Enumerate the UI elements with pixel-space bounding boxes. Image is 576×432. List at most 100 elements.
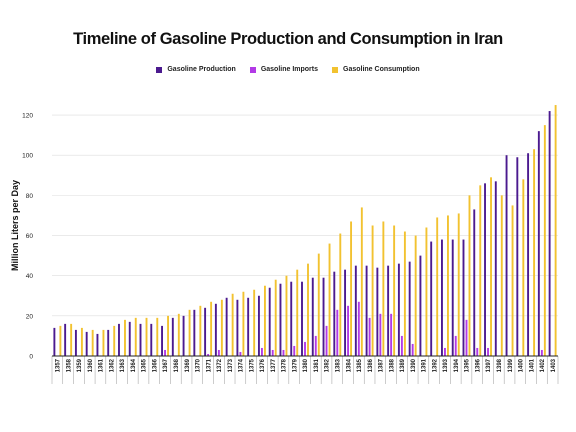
x-tick-label: 1391 [422,358,428,372]
bar-consumption [231,293,234,356]
legend: Gasoline Production Gasoline Imports Gas… [0,66,576,73]
axis-layer: 0 20 40 60 80 100 120 1357 1358 1359 1360 1361 1362 1… [22,113,559,384]
bar-imports [411,343,414,356]
bar-production [505,155,508,356]
bars-layer [53,105,557,357]
bar-production [333,271,336,356]
bar-production [74,329,77,356]
bar-imports [476,347,479,356]
bar-production [182,315,185,356]
bar-consumption [177,313,180,356]
bar-consumption [393,225,396,356]
x-tick-label: 1395 [465,358,471,372]
x-tick-label: 1389 [400,358,406,372]
bar-consumption [490,177,492,356]
bar-production [451,239,454,356]
bar-production [247,297,250,356]
bar-imports [239,351,242,356]
bar-production [139,323,142,356]
bar-consumption [425,227,428,356]
bar-production [484,183,486,356]
bar-consumption [80,327,83,356]
bar-production [193,309,196,356]
x-tick-label: 1396 [475,358,481,372]
x-tick-label: 1368 [174,358,180,372]
x-tick-label: 1385 [357,358,363,372]
x-tick-label: 1357 [56,358,62,372]
legend-item-consumption: Gasoline Consumption [332,66,420,73]
x-tick-label: 1373 [228,358,234,372]
x-tick-label: 1390 [411,358,417,372]
bar-imports [390,313,393,356]
x-tick-label: 1381 [314,358,320,372]
y-tick-label: 120 [22,113,33,120]
x-tick-label: 1386 [368,358,374,372]
y-tick-label: 80 [26,193,34,200]
x-tick-label: 1397 [486,358,492,372]
bar-consumption [436,217,439,356]
legend-item-production: Gasoline Production [156,66,236,73]
bar-consumption [543,125,546,356]
x-tick-label: 1376 [260,358,266,372]
x-tick-label: 1369 [185,358,191,372]
bar-production [301,281,303,356]
bar-consumption [242,291,245,356]
bar-production [225,297,228,356]
bar-production [527,153,530,356]
bar-production [107,329,110,356]
bar-production [171,317,174,356]
x-tick-label: 1379 [292,358,298,372]
bar-consumption [307,263,309,356]
bar-production [537,131,540,356]
bar-consumption [199,305,202,356]
x-tick-label: 1371 [206,358,212,372]
bar-imports [293,345,296,356]
bar-consumption [70,323,73,356]
bar-consumption [414,235,417,356]
x-tick-label: 1378 [282,358,288,372]
bar-consumption [296,269,299,356]
bar-production [548,111,551,356]
bar-production [408,261,411,356]
bar-production [268,287,271,356]
bar-imports [379,313,382,356]
bar-consumption [371,225,374,356]
bar-imports [454,335,457,356]
x-tick-label: 1384 [346,358,352,372]
legend-item-imports: Gasoline Imports [249,66,318,73]
legend-swatch-production [156,66,163,73]
bar-consumption [59,325,62,356]
x-tick-label: 1398 [497,358,503,372]
bar-production [290,281,293,356]
bar-consumption [468,195,471,356]
bar-production [85,331,88,356]
bar-production [462,239,465,356]
x-tick-label: 1383 [335,358,341,372]
y-tick-label: 20 [26,313,34,320]
bar-production [279,283,282,356]
bar-consumption [360,207,363,356]
x-tick-label: 1358 [66,358,72,372]
x-tick-label: 1364 [131,358,137,372]
bar-imports [357,301,360,356]
bar-imports [400,335,403,356]
bar-imports [325,325,328,356]
bar-consumption [317,253,320,356]
bar-consumption [403,231,406,356]
x-tick-label: 1400 [519,358,525,372]
bar-imports [336,309,339,356]
bar-production [516,157,519,356]
bar-consumption [382,221,385,356]
bar-consumption [339,233,342,356]
bar-consumption [522,179,525,356]
bar-imports [540,349,543,356]
x-tick-label: 1361 [99,358,105,372]
x-tick-label: 1402 [540,358,546,372]
bar-consumption [479,185,482,356]
x-tick-label: 1360 [88,358,94,372]
bar-production [365,265,368,356]
bar-production [441,239,443,356]
bar-consumption [113,325,116,356]
y-tick-label: 0 [29,354,33,361]
